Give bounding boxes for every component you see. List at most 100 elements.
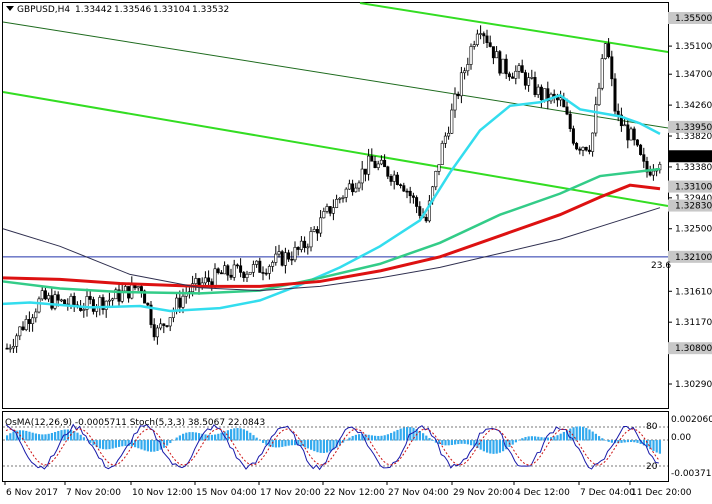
price-markers: 1.35500 1.33950 1.33532 1.33100 1.32830 1.321…: [668, 12, 712, 355]
osma-bar: [322, 440, 325, 453]
bear-candle: [533, 77, 537, 95]
osma-bar: [169, 440, 172, 444]
osma-bar: [252, 435, 255, 441]
osma-bar: [486, 440, 489, 453]
osma-bar: [236, 428, 239, 441]
price-label: 1.33380: [675, 163, 712, 173]
bull-candle: [181, 295, 185, 308]
bear-candle: [5, 347, 9, 350]
osma-bar: [380, 435, 383, 441]
bear-candle: [287, 252, 291, 260]
bear-candle: [370, 155, 374, 162]
dropdown-triangle-icon[interactable]: [6, 6, 14, 11]
osma-bar: [313, 440, 316, 452]
bull-candle: [82, 309, 86, 311]
osma-bar: [601, 438, 604, 441]
osma-bar: [303, 440, 306, 448]
indicator-label: OsMA(12,26,9) -0.0005711 Stoch(5,3,3) 38…: [5, 418, 265, 428]
bull-candle: [24, 319, 28, 330]
bull-candle: [379, 159, 383, 165]
price-label: 1.33820: [675, 132, 712, 142]
bear-candle: [27, 319, 31, 324]
bear-candle: [178, 297, 182, 308]
bear-candle: [91, 299, 95, 312]
bull-candle: [629, 128, 633, 141]
osma-bar: [633, 440, 636, 443]
osma-bar: [470, 440, 473, 446]
osma-bar: [265, 440, 268, 445]
bull-candle: [341, 197, 345, 199]
bear-candle: [88, 296, 92, 300]
bull-candle: [367, 155, 371, 175]
bear-candle: [146, 302, 150, 306]
bear-candle: [498, 51, 502, 74]
bull-candle: [223, 265, 227, 275]
bull-candle: [69, 295, 73, 306]
bear-candle: [415, 197, 419, 207]
time-label: 10 Nov 12:00: [132, 488, 193, 498]
osma-bar: [226, 430, 229, 441]
bull-candle: [274, 253, 278, 263]
osma-bar: [655, 440, 658, 453]
bull-candle: [440, 143, 444, 165]
time-label: 4 Dec 12:00: [515, 488, 570, 498]
osma-bar: [146, 440, 149, 452]
osma-bar: [566, 430, 569, 441]
osma-bar: [623, 440, 626, 443]
osma-bar: [562, 431, 565, 441]
osma-bar: [431, 440, 434, 441]
lower-channel-line: [2, 91, 669, 207]
bull-candle: [543, 88, 547, 101]
osma-bar: [450, 440, 453, 445]
bear-candle: [242, 272, 246, 278]
bull-candle: [194, 278, 198, 284]
osma-bar: [518, 439, 521, 441]
bear-candle: [511, 76, 515, 79]
osma-bar: [377, 435, 380, 441]
price-label: 1.31610: [675, 287, 712, 297]
osma-bar: [79, 434, 82, 441]
bull-candle: [495, 51, 499, 59]
price-label: 1.32500: [675, 225, 712, 235]
osma-bar: [54, 431, 57, 441]
bear-candle: [72, 295, 76, 306]
stoch-level-label: 20: [646, 462, 658, 472]
osma-bar: [47, 433, 50, 441]
osma-bar: [316, 440, 319, 453]
bear-candle: [613, 78, 617, 112]
osma-bar: [185, 432, 188, 441]
price-marker-label: 1.33100: [675, 183, 712, 193]
bear-candle: [456, 93, 460, 97]
osma-bar: [306, 440, 309, 449]
osma-bar: [210, 434, 213, 441]
indicator-axis-label: -0.003712: [671, 469, 712, 479]
osma-bar: [207, 434, 210, 441]
bear-candle: [488, 42, 492, 47]
bull-candle: [594, 104, 598, 134]
bear-candle: [626, 124, 630, 141]
osma-bar: [370, 435, 373, 441]
osma-bar: [124, 440, 127, 446]
osma-bar: [239, 428, 242, 441]
bull-candle: [514, 70, 518, 79]
osma-bar: [332, 440, 335, 450]
bull-candle: [517, 65, 521, 72]
osma-bar: [86, 439, 89, 441]
bear-candle: [373, 160, 377, 168]
osma-bar: [569, 428, 572, 441]
bull-candle: [603, 43, 607, 59]
bull-candle: [283, 252, 287, 266]
time-label: 7 Dec 04:00: [580, 488, 635, 498]
bear-candle: [610, 56, 614, 80]
bull-candle: [245, 273, 249, 278]
price-label: 1.31170: [675, 318, 712, 328]
osma-bar: [271, 440, 274, 448]
bear-candle: [504, 58, 508, 75]
indicator-panel: [3, 423, 668, 471]
price-marker-label: 1.33950: [675, 123, 712, 133]
price-marker-label: 1.30800: [675, 344, 712, 354]
bear-candle: [418, 206, 422, 216]
bear-candle: [239, 265, 243, 273]
bear-candle: [539, 86, 543, 101]
